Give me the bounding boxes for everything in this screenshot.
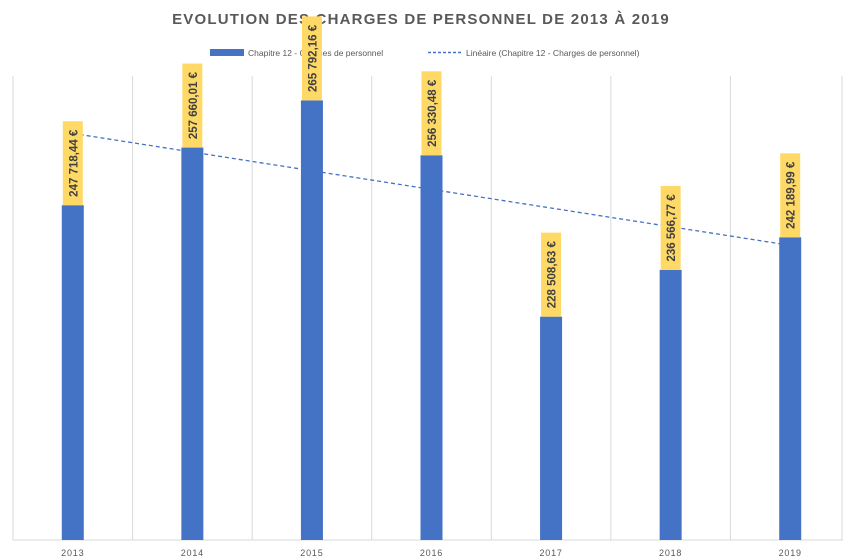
bar-2014: [181, 147, 204, 540]
x-tick-label: 2019: [779, 548, 802, 558]
bar-2018: [659, 269, 682, 540]
data-labels: 247 718,44 € 257 660,01 € 265 792,16 € 256 …: [62, 16, 801, 317]
bars: [61, 100, 802, 541]
data-label-text: 242 189,99 €: [786, 161, 798, 229]
legend-trend-label: Linéaire (Chapitre 12 - Charges de perso…: [466, 48, 640, 58]
data-label-2014: 257 660,01 €: [182, 63, 203, 148]
legend-bar-swatch: [210, 49, 244, 56]
data-label-bg: [660, 185, 681, 270]
x-tick-label: 2014: [181, 548, 204, 558]
x-tick-label: 2015: [300, 548, 323, 558]
data-label-text: 236 566,77 €: [666, 194, 678, 262]
data-label-text: 256 330,48 €: [427, 79, 439, 147]
data-label-2013: 247 718,44 €: [62, 121, 83, 206]
bar-2013: [61, 205, 84, 541]
data-label-bg: [780, 153, 801, 238]
bar-2019: [779, 237, 802, 540]
data-label-text: 247 718,44 €: [68, 129, 80, 197]
data-label-bg: [421, 71, 442, 156]
x-tick-label: 2013: [61, 548, 84, 558]
bar-2016: [420, 155, 443, 541]
data-label-bg: [62, 121, 83, 206]
data-label-text: 265 792,16 €: [307, 24, 319, 92]
data-label-2018: 236 566,77 €: [660, 185, 681, 270]
chart-title: EVOLUTION DES CHARGES DE PERSONNEL DE 20…: [172, 11, 670, 28]
data-label-bg: [541, 232, 562, 317]
x-tick-label: 2018: [659, 548, 682, 558]
data-label-bg: [301, 16, 322, 101]
bar-2017: [540, 316, 563, 540]
data-label-2015: 265 792,16 €: [301, 16, 322, 101]
data-label-bg: [182, 63, 203, 148]
data-label-2019: 242 189,99 €: [780, 153, 801, 238]
x-axis: 2013 2014 2015 2016 2017 2018 2019: [61, 548, 802, 558]
data-label-2017: 228 508,63 €: [541, 232, 562, 317]
data-label-2016: 256 330,48 €: [421, 71, 442, 156]
legend: Chapitre 12 - Charges de personnel Linéa…: [210, 48, 640, 58]
data-label-text: 257 660,01 €: [188, 71, 200, 139]
bar-2015: [300, 100, 323, 541]
x-tick-label: 2016: [420, 548, 443, 558]
x-tick-label: 2017: [539, 548, 562, 558]
data-label-text: 228 508,63 €: [547, 240, 559, 308]
gridlines: [12, 76, 843, 541]
